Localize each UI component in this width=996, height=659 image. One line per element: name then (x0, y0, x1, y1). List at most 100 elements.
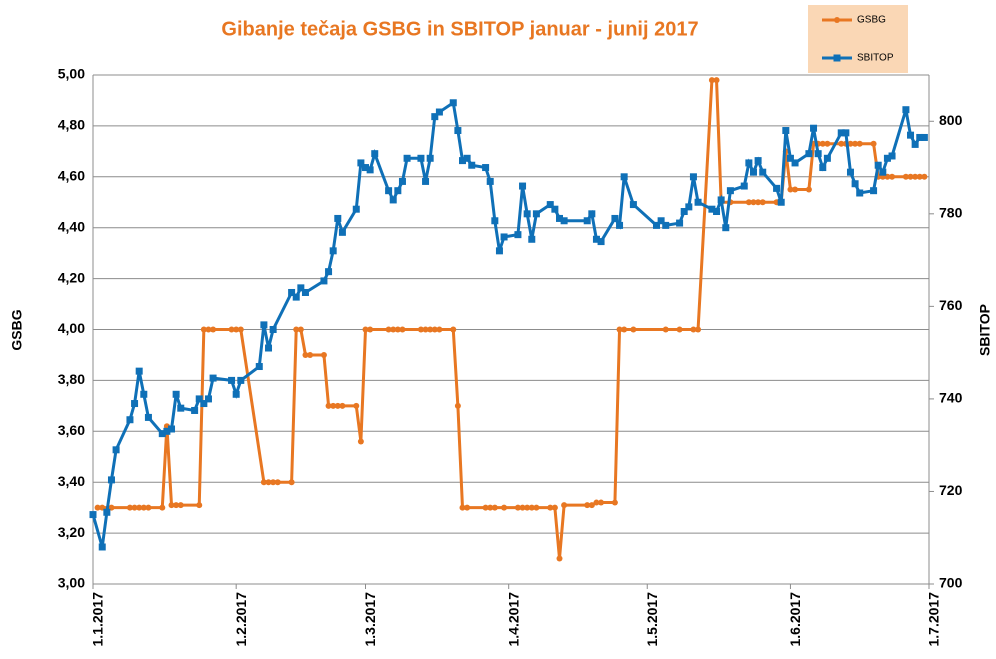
data-point (717, 196, 725, 204)
data-point (810, 124, 818, 132)
data-point (371, 150, 379, 158)
y-tick-label: 4,40 (58, 218, 85, 234)
data-point (274, 479, 281, 486)
data-point (200, 326, 207, 333)
data-point (745, 159, 753, 167)
data-point (330, 402, 337, 409)
data-point (449, 99, 457, 107)
data-point (657, 217, 665, 225)
data-point (297, 284, 305, 292)
data-point (740, 182, 748, 190)
data-point (177, 404, 185, 412)
y-tick-label: 4,80 (58, 117, 85, 133)
data-point (288, 288, 296, 296)
data-point (367, 326, 374, 333)
data-point (158, 430, 166, 438)
data-point (745, 199, 752, 206)
data-point (676, 326, 683, 333)
data-point (792, 186, 799, 193)
data-point (501, 504, 508, 511)
data-point (482, 164, 490, 172)
y-tick-label: 4,20 (58, 269, 85, 285)
data-point (140, 504, 147, 511)
data-point (777, 198, 785, 206)
data-point (209, 374, 217, 382)
data-point (814, 150, 822, 158)
legend-marker (833, 54, 841, 62)
data-point (237, 376, 245, 384)
data-point (726, 187, 734, 195)
data-point (856, 189, 864, 197)
data-point (583, 217, 591, 225)
data-point (755, 199, 762, 206)
data-point (136, 504, 143, 511)
data-point (514, 231, 522, 239)
y2-tick-label: 780 (939, 205, 963, 221)
data-point (260, 321, 268, 329)
data-point (805, 186, 812, 193)
data-point (426, 154, 434, 162)
data-point (551, 504, 558, 511)
series-line (97, 78, 925, 559)
data-point (842, 129, 850, 137)
data-point (454, 127, 462, 135)
x-tick-label: 1.4.2017 (505, 592, 521, 647)
data-point (782, 127, 790, 135)
data-point (385, 326, 392, 333)
data-point (500, 233, 508, 241)
data-point (652, 221, 660, 229)
data-point (366, 166, 374, 174)
legend-label: SBITOP (857, 53, 894, 64)
data-point (228, 376, 236, 384)
data-point (450, 326, 457, 333)
data-point (98, 543, 106, 551)
data-point (805, 150, 813, 158)
data-point (131, 504, 138, 511)
data-point (629, 201, 637, 209)
data-point (584, 502, 591, 509)
data-point (791, 159, 799, 167)
data-point (463, 154, 471, 162)
data-point (195, 395, 203, 403)
data-point (902, 106, 910, 114)
data-point (89, 511, 97, 519)
data-point (695, 326, 702, 333)
data-point (560, 217, 568, 225)
data-point (838, 140, 845, 147)
data-point (357, 159, 365, 167)
data-point (292, 293, 300, 301)
data-point (431, 113, 439, 121)
data-point (621, 326, 628, 333)
data-point (662, 221, 670, 229)
data-point (385, 187, 393, 195)
data-point (422, 326, 429, 333)
data-point (260, 479, 267, 486)
data-point (708, 77, 715, 84)
data-point (329, 247, 337, 255)
data-point (237, 326, 244, 333)
data-point (417, 154, 425, 162)
data-point (722, 224, 730, 232)
data-point (819, 140, 826, 147)
data-point (689, 173, 697, 181)
y-tick-label: 3,60 (58, 422, 85, 438)
data-point (713, 77, 720, 84)
data-point (362, 164, 370, 172)
data-point (889, 173, 896, 180)
data-point (459, 504, 466, 511)
data-point (911, 140, 919, 148)
data-point (773, 184, 781, 192)
data-point (173, 502, 180, 509)
y-tick-label: 3,00 (58, 575, 85, 591)
y2-tick-label: 800 (939, 112, 963, 128)
data-point (616, 221, 624, 229)
data-point (533, 504, 540, 511)
data-point (556, 555, 563, 562)
y-tick-label: 3,20 (58, 524, 85, 540)
data-point (847, 140, 854, 147)
data-point (205, 326, 212, 333)
data-point (417, 326, 424, 333)
data-point (210, 326, 217, 333)
y-tick-label: 4,00 (58, 320, 85, 336)
